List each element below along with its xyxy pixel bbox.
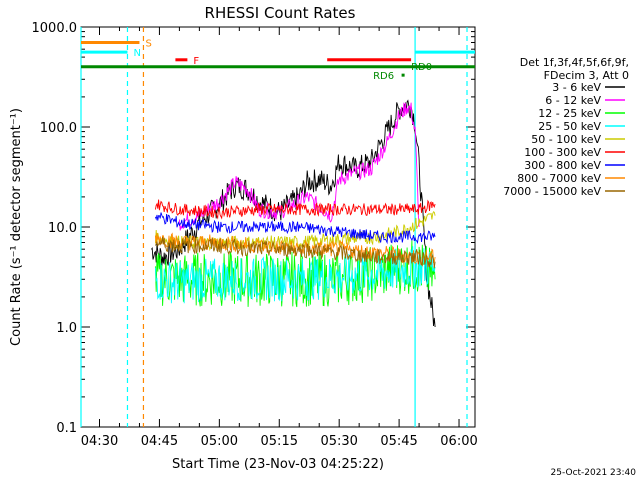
flag-label: S: [145, 38, 151, 49]
flag-label: N: [133, 48, 140, 59]
series-line: [154, 199, 436, 220]
legend-entry-label: 7000 - 15000 keV: [503, 185, 601, 198]
chart-title: RHESSI Count Rates: [205, 4, 356, 22]
legend-header: Det 1f,3f,4f,5f,6f,9f,: [520, 56, 629, 69]
legend-entry-label: 6 - 12 keV: [545, 94, 601, 107]
x-tick-label: 06:00: [440, 434, 477, 449]
footer-timestamp: 25-Oct-2021 23:40: [551, 468, 637, 478]
series-line: [155, 236, 436, 269]
y-tick-label: 100.0: [40, 121, 77, 136]
legend-entry-label: 12 - 25 keV: [538, 107, 601, 120]
legend-entry-label: 300 - 800 keV: [524, 159, 601, 172]
legend-entry-label: 3 - 6 keV: [552, 81, 601, 94]
x-axis-label: Start Time (23-Nov-03 04:25:22): [172, 457, 384, 472]
x-tick-label: 04:45: [141, 434, 178, 449]
x-tick-label: 05:00: [201, 434, 238, 449]
x-tick-label: 05:15: [261, 434, 298, 449]
y-axis-label: Count Rate (s⁻¹ detector segment⁻¹): [9, 108, 24, 346]
x-tick-label: 05:45: [380, 434, 417, 449]
y-tick-label: 1.0: [56, 321, 77, 336]
y-tick-label: 10.0: [48, 221, 77, 236]
y-tick-label: 1000.0: [32, 21, 78, 36]
legend-header: FDecim 3, Att 0: [544, 69, 629, 82]
flag-label: F: [193, 56, 199, 67]
series-line: [154, 246, 436, 304]
x-tick-label: 05:30: [320, 434, 357, 449]
series-line: [154, 212, 436, 245]
x-tick-label: 04:30: [81, 434, 118, 449]
legend-entry-label: 25 - 50 keV: [538, 120, 601, 133]
flag-label: RD0: [411, 62, 432, 73]
flag-marker: [417, 65, 421, 69]
y-tick-label: 0.1: [56, 421, 77, 436]
legend-entry-label: 50 - 100 keV: [531, 133, 601, 146]
series-line: [151, 99, 436, 328]
flag-label: RD6: [373, 71, 394, 82]
legend-entry-label: 800 - 7000 keV: [517, 172, 601, 185]
flag-marker: [401, 73, 405, 77]
legend-entry-label: 100 - 300 keV: [524, 146, 601, 159]
